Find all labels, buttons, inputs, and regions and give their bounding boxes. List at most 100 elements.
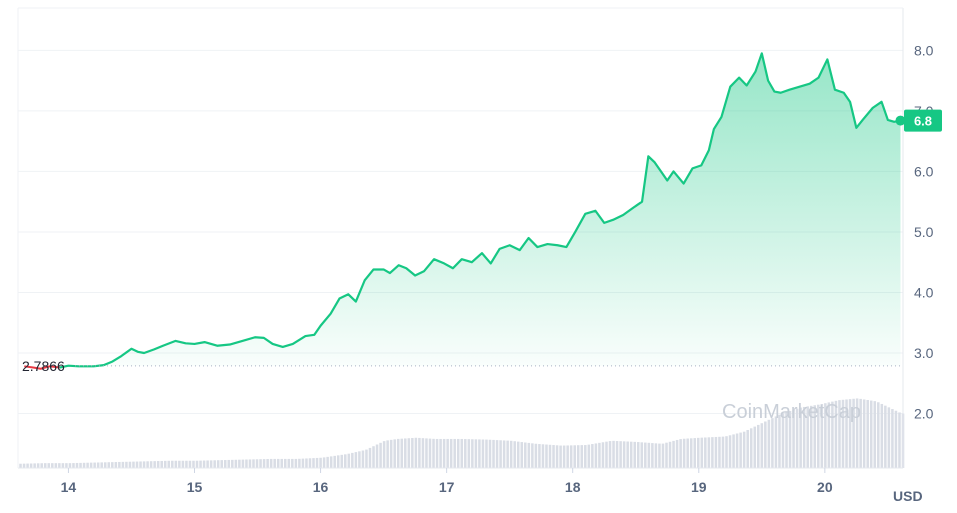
volume-bar: [259, 459, 262, 468]
volume-bar: [241, 459, 245, 468]
volume-bar: [495, 440, 499, 468]
volume-bar: [817, 404, 820, 468]
volume-bar: [238, 459, 241, 468]
volume-bar: [877, 402, 880, 468]
volume-bar: [372, 446, 375, 468]
volume-bar: [845, 399, 848, 468]
volume-bar: [615, 441, 619, 468]
volume-bar: [382, 441, 386, 468]
volume-bar: [569, 445, 573, 468]
volume-bar: [852, 398, 855, 468]
volume-bar: [72, 463, 75, 468]
x-tick-label: 18: [565, 479, 581, 495]
volume-bar: [453, 438, 456, 468]
price-line-up-segment: [59, 52, 901, 369]
volume-bar: [19, 463, 22, 468]
volume-bar: [859, 398, 862, 468]
volume-bar: [552, 445, 555, 468]
currency-unit-label: USD: [893, 488, 923, 504]
volume-bar: [644, 442, 647, 468]
volume-bar: [181, 460, 185, 468]
volume-bar: [319, 457, 322, 468]
volume-bar: [333, 455, 336, 468]
volume-bar: [301, 458, 305, 468]
volume-bar: [855, 398, 859, 468]
volume-bar: [749, 428, 753, 468]
volume-bar: [629, 441, 633, 468]
volume-bar: [103, 462, 107, 468]
volume-bar: [223, 460, 227, 468]
volume-bar: [121, 461, 125, 468]
watermark: CoinMarketCap: [722, 401, 861, 423]
volume-bar: [365, 449, 368, 468]
volume-bar: [566, 445, 569, 468]
volume-bar: [114, 462, 118, 468]
volume-bar: [199, 460, 202, 468]
volume-bar: [485, 439, 488, 468]
price-line: [24, 52, 901, 370]
volume-bar: [234, 459, 238, 468]
volume-bar: [661, 443, 665, 468]
volume-bar: [619, 441, 622, 468]
volume-bar: [668, 441, 672, 468]
volume-bar: [315, 457, 319, 468]
volume-bar: [220, 460, 223, 468]
volume-bar: [421, 438, 425, 468]
volume-bar: [555, 445, 559, 468]
volume-bar: [460, 438, 464, 468]
volume-bar: [361, 450, 365, 468]
volume-bar: [831, 401, 834, 468]
volume-bar: [29, 463, 33, 468]
y-tick-label: 4.0: [914, 284, 934, 300]
volume-bar: [721, 436, 725, 468]
volume-bar: [866, 400, 869, 468]
volume-bar: [841, 399, 845, 468]
volume-bar: [534, 443, 538, 468]
volume-bar: [432, 438, 435, 468]
volume-bar: [711, 437, 714, 468]
volume-bar: [273, 458, 276, 468]
volume-bar: [322, 457, 326, 468]
volume-bar: [584, 445, 587, 468]
volume-bar: [414, 437, 418, 468]
volume-bar: [68, 463, 72, 468]
volume-bar: [178, 460, 181, 468]
current-price-dot: [895, 115, 906, 126]
x-tick-label: 15: [187, 479, 203, 495]
volume-bar: [202, 460, 206, 468]
volume-bar: [725, 436, 728, 468]
volume-bar: [640, 442, 644, 468]
volume-bar: [538, 444, 541, 468]
volume-bar: [531, 443, 534, 468]
volume-bar: [255, 459, 259, 468]
volume-bar: [481, 439, 485, 468]
volume-bar: [358, 451, 361, 468]
volume-bar: [622, 441, 626, 468]
volume-bar: [802, 406, 806, 468]
volume-bar: [573, 445, 576, 468]
volume-bar: [887, 407, 891, 468]
volume-bar: [672, 440, 675, 468]
y-tick-label: 2.0: [914, 406, 934, 422]
volume-bar: [61, 463, 65, 468]
volume-bar: [418, 437, 421, 468]
volume-bar: [545, 444, 548, 468]
volume-bar: [435, 438, 439, 468]
volume-bar: [47, 463, 51, 468]
volume-bar: [612, 440, 615, 468]
volume-bar: [347, 453, 351, 468]
volume-bar: [160, 460, 163, 468]
volume-bar: [389, 439, 393, 468]
volume-bar: [142, 461, 146, 468]
volume-bar: [33, 463, 36, 468]
volume-bar: [329, 456, 333, 468]
volume-bar: [767, 419, 771, 468]
volume-bar: [693, 438, 697, 468]
volume-bar: [474, 439, 478, 468]
volume-bar: [527, 442, 531, 468]
volume-bar: [675, 439, 679, 468]
volume-bar: [425, 438, 428, 468]
volume-bar: [227, 459, 231, 468]
volume-bar: [795, 408, 799, 468]
volume-bar: [26, 463, 29, 468]
